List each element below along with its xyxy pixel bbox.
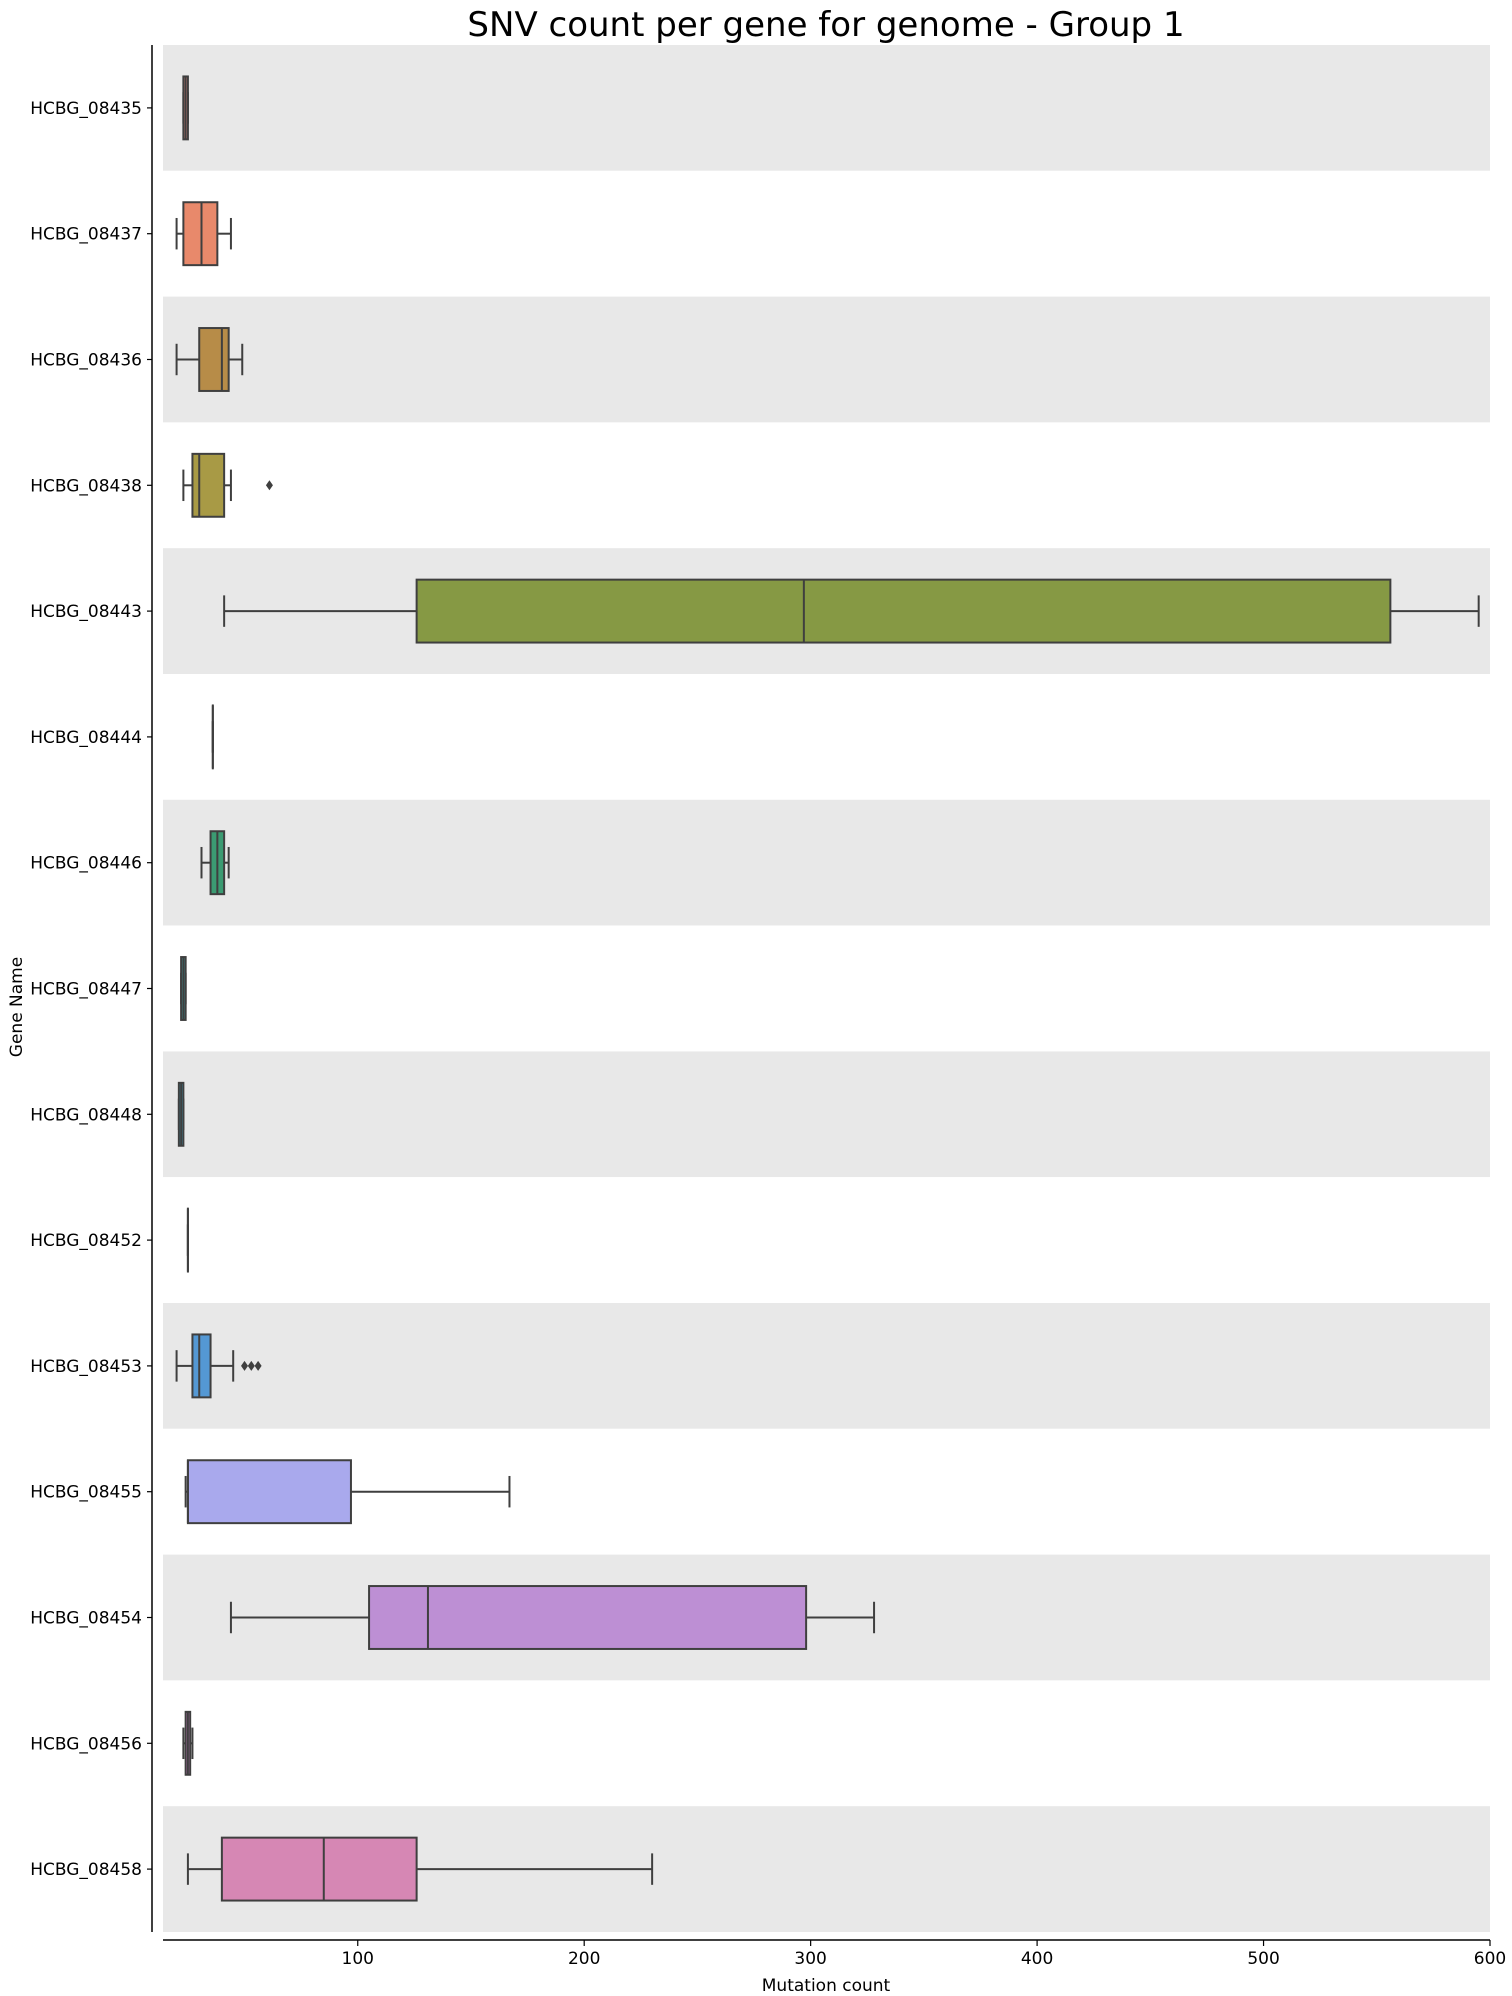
iqr-box: [198, 327, 230, 392]
box-hcbg_08453: [175, 1333, 262, 1399]
y-tick-label: HCBG_08443: [30, 602, 142, 622]
box-hcbg_08456: [182, 1710, 194, 1776]
x-axis-label: Mutation count: [762, 1976, 891, 1996]
axes: 100 200 300 400 500 600 HCBG_08435HCBG_08437H…: [30, 45, 1506, 1969]
box-hcbg_08435: [182, 75, 189, 141]
row-band: [163, 799, 1490, 926]
iqr-box: [368, 1585, 808, 1650]
y-tick-label: HCBG_08436: [30, 351, 142, 371]
x-tick-label: 100: [342, 1949, 374, 1969]
row-band: [163, 170, 1490, 297]
row-band: [163, 1051, 1490, 1178]
x-tick-label: 600: [1474, 1949, 1506, 1969]
y-tick-label: HCBG_08452: [30, 1231, 142, 1251]
box-hcbg_08446: [200, 830, 230, 896]
iqr-box: [191, 1333, 212, 1399]
y-tick-label: HCBG_08447: [30, 980, 142, 1000]
iqr-box: [220, 1836, 418, 1902]
y-tick-label: HCBG_08454: [30, 1609, 142, 1629]
box-hcbg_08437: [175, 201, 232, 267]
iqr-box: [415, 578, 1392, 644]
outlier-point: [254, 1360, 262, 1371]
x-tick-label: 500: [1247, 1949, 1279, 1969]
iqr-box: [191, 452, 226, 518]
y-tick-label: HCBG_08448: [30, 1105, 142, 1125]
row-band: [163, 422, 1490, 549]
y-tick-label: HCBG_08438: [30, 476, 142, 496]
row-band: [163, 925, 1490, 1052]
row-band: [163, 45, 1490, 171]
box-hcbg_08448: [177, 1081, 185, 1147]
box-hcbg_08458: [186, 1836, 654, 1902]
x-axis-ticks: 100 200 300 400 500 600: [342, 1940, 1506, 1969]
y-axis-tick-labels: HCBG_08435 HCBG_08437 HCBG_08436 HCBG_08438…: [30, 99, 152, 1880]
outlier-point: [241, 1360, 249, 1371]
chart-title: SNV count per gene for genome - Group 1: [467, 5, 1184, 45]
box-plots: [175, 75, 1480, 1902]
y-tick-label: HCBG_08435: [30, 99, 142, 119]
row-band: [163, 1680, 1490, 1807]
row-band: [163, 674, 1490, 800]
row-band: [163, 1303, 1490, 1429]
y-tick-label: HCBG_08453: [30, 1357, 142, 1377]
box-hcbg_08436: [175, 327, 244, 392]
box-hcbg_08443: [223, 578, 1480, 644]
row-band: [163, 296, 1490, 423]
y-tick-label: HCBG_08437: [30, 225, 142, 245]
row-band: [163, 1177, 1490, 1303]
y-tick-label: HCBG_08458: [30, 1860, 142, 1880]
box-hcbg_08455: [184, 1459, 511, 1525]
y-tick-label: HCBG_08455: [30, 1483, 142, 1503]
y-axis-label: Gene Name: [7, 957, 27, 1057]
outlier-point: [247, 1360, 255, 1371]
iqr-box: [182, 201, 219, 267]
box-hcbg_08447: [180, 956, 187, 1021]
x-tick-label: 300: [794, 1949, 826, 1969]
y-tick-label: HCBG_08456: [30, 1734, 142, 1754]
x-tick-label: 400: [1021, 1949, 1053, 1969]
outlier-point: [265, 480, 273, 491]
box-hcbg_08438: [182, 452, 273, 518]
x-tick-label: 200: [568, 1949, 600, 1969]
y-tick-label: HCBG_08444: [30, 728, 142, 748]
iqr-box: [186, 1459, 352, 1525]
y-tick-label: HCBG_08446: [30, 854, 142, 874]
row-bands: [163, 45, 1490, 1932]
box-hcbg_08454: [229, 1585, 876, 1650]
